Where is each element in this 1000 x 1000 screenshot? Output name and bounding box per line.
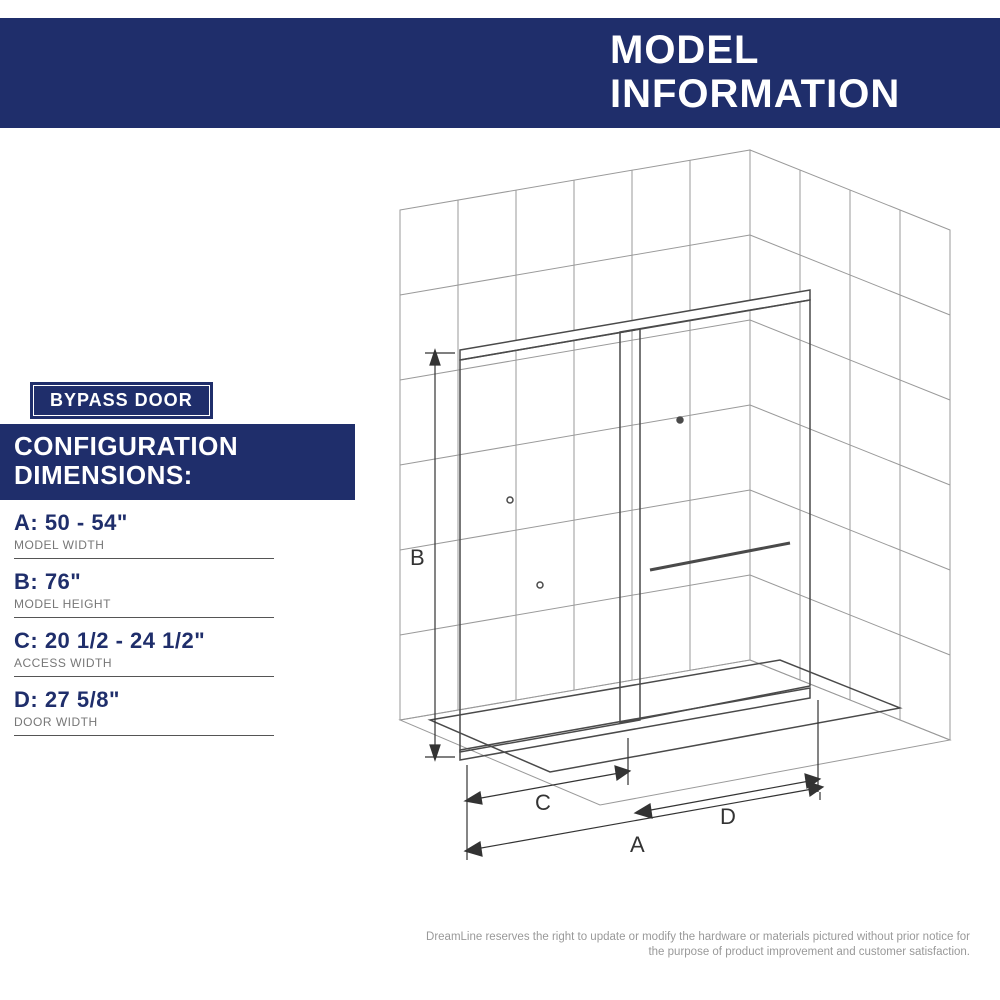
isometric-diagram: B C D A	[340, 140, 980, 920]
dim-label-b: MODEL HEIGHT	[14, 597, 274, 611]
config-heading: CONFIGURATION DIMENSIONS:	[0, 424, 355, 500]
dim-letter-a: A	[630, 832, 645, 857]
dimensions-list: A: 50 - 54" MODEL WIDTH B: 76" MODEL HEI…	[14, 500, 274, 736]
dim-value-d: D: 27 5/8"	[14, 687, 274, 713]
dim-row-b: B: 76" MODEL HEIGHT	[14, 559, 274, 618]
dim-label-c: ACCESS WIDTH	[14, 656, 274, 670]
dim-label-a: MODEL WIDTH	[14, 538, 274, 552]
dim-value-b: B: 76"	[14, 569, 274, 595]
dim-letter-c: C	[535, 790, 551, 815]
product-type-badge: BYPASS DOOR	[30, 382, 213, 419]
dim-row-d: D: 27 5/8" DOOR WIDTH	[14, 677, 274, 736]
dim-value-c: C: 20 1/2 - 24 1/2"	[14, 628, 274, 654]
config-heading-line2: DIMENSIONS:	[14, 460, 193, 490]
header-title: MODEL INFORMATION	[610, 28, 900, 116]
config-heading-line1: CONFIGURATION	[14, 431, 238, 461]
dim-label-d: DOOR WIDTH	[14, 715, 274, 729]
disclaimer-text: DreamLine reserves the right to update o…	[410, 930, 970, 960]
dim-row-a: A: 50 - 54" MODEL WIDTH	[14, 500, 274, 559]
header-title-line1: MODEL	[610, 28, 759, 72]
dim-letter-d: D	[720, 804, 736, 829]
header-title-line2: INFORMATION	[610, 72, 900, 116]
dim-letter-b: B	[410, 545, 425, 570]
dim-value-a: A: 50 - 54"	[14, 510, 274, 536]
dim-row-c: C: 20 1/2 - 24 1/2" ACCESS WIDTH	[14, 618, 274, 677]
